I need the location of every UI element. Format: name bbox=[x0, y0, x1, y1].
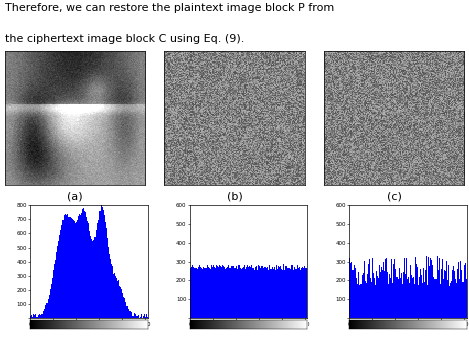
Text: the ciphertext image block C using Eq. (9).: the ciphertext image block C using Eq. (… bbox=[5, 34, 244, 44]
Text: (c): (c) bbox=[386, 192, 401, 201]
Text: Therefore, we can restore the plaintext image block P from: Therefore, we can restore the plaintext … bbox=[5, 3, 334, 13]
Text: (a): (a) bbox=[67, 192, 83, 201]
Text: (b): (b) bbox=[227, 192, 242, 201]
